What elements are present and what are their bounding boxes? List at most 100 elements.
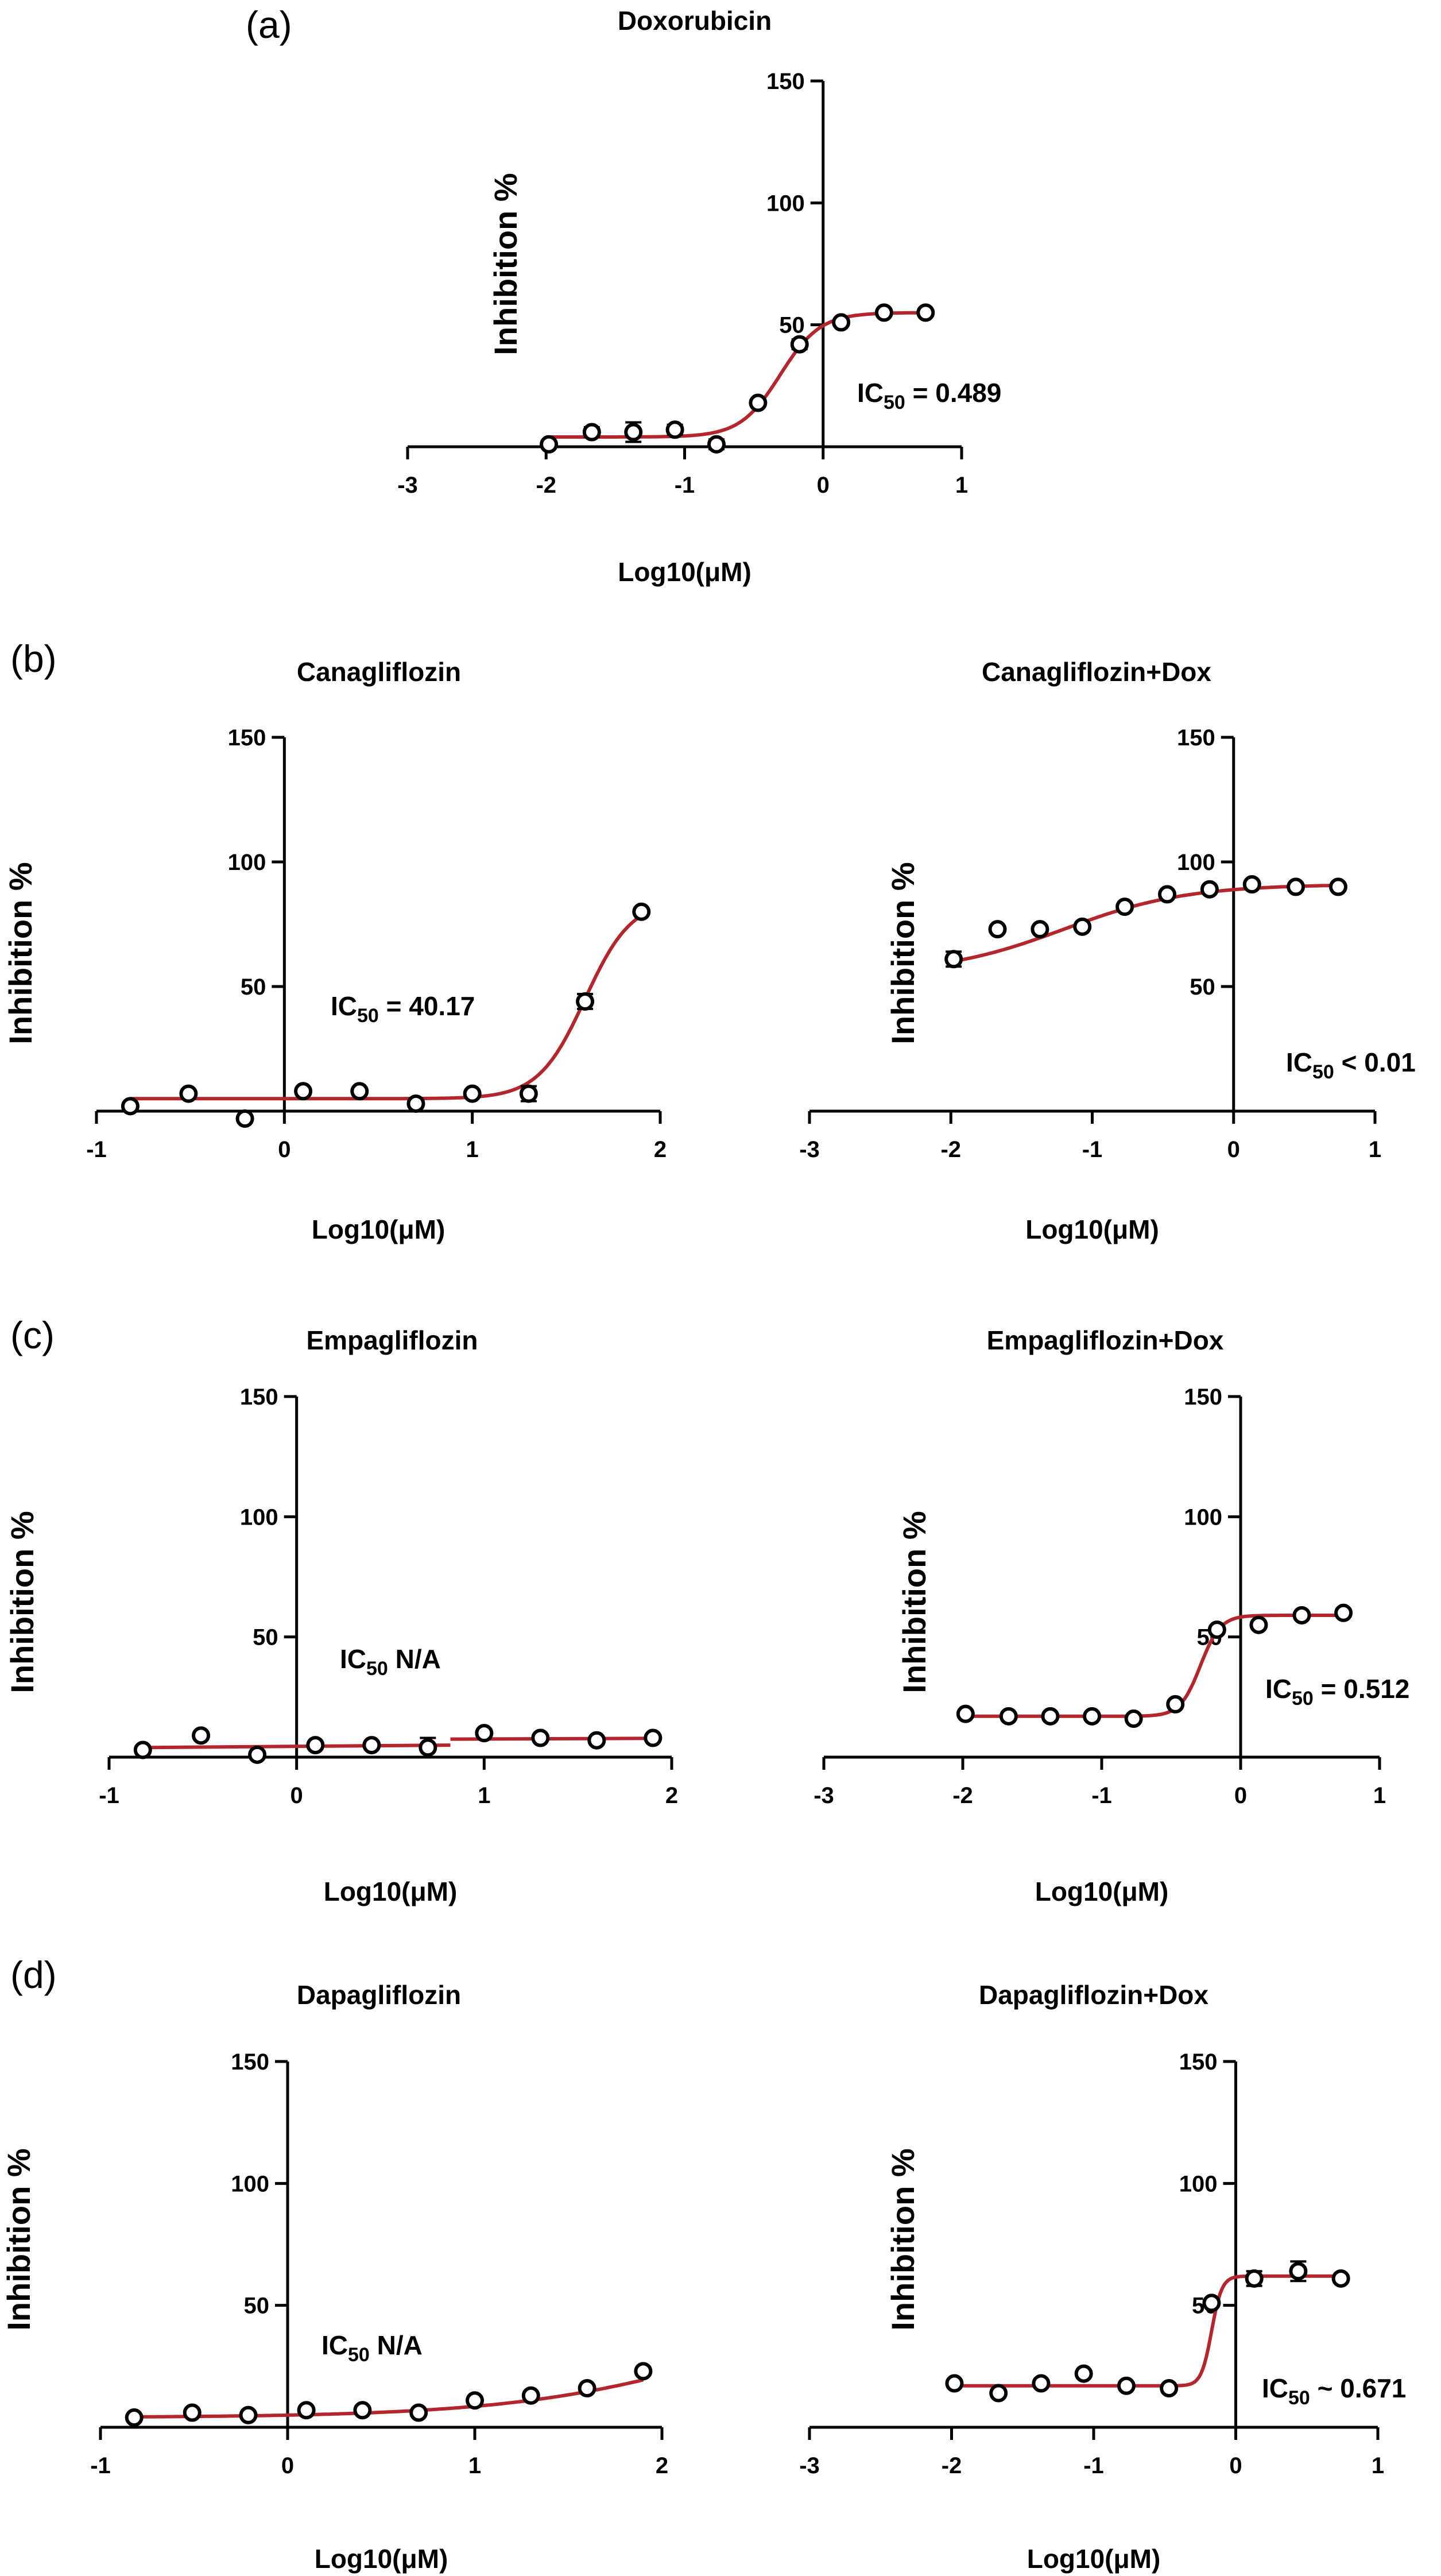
data-point bbox=[1117, 2376, 1136, 2395]
data-point bbox=[1160, 2379, 1179, 2398]
y-tick-label: 50 bbox=[244, 2293, 270, 2319]
y-tick-label: 50 bbox=[253, 1625, 278, 1650]
ic50-prefix: IC bbox=[340, 1644, 366, 1674]
data-point bbox=[406, 1094, 425, 1113]
data-point bbox=[519, 1084, 538, 1103]
ic50-subscript: 50 bbox=[366, 1658, 388, 1680]
chart-3: Canagliflozin+Dox-3 -2 -1 0 150100150Log10(μ… bbox=[799, 657, 1416, 1244]
fit-curve bbox=[142, 1743, 451, 1750]
data-point bbox=[183, 2403, 202, 2422]
x-tick-label: -3 bbox=[799, 1137, 820, 1162]
y-tick-label: 150 bbox=[1184, 1384, 1222, 1410]
x-axis-label: Log10(μM) bbox=[315, 2544, 448, 2574]
data-point bbox=[632, 902, 651, 921]
y-tick-label: 100 bbox=[1184, 1504, 1222, 1530]
data-point bbox=[294, 1082, 313, 1101]
x-tick-label: 1 bbox=[1373, 1783, 1386, 1808]
chart-title: Empagliflozin bbox=[307, 1325, 478, 1355]
y-axis-label: Inhibition % bbox=[885, 2148, 921, 2330]
data-point bbox=[1249, 1615, 1268, 1634]
data-point bbox=[576, 992, 595, 1011]
x-tick-label: 2 bbox=[665, 1783, 678, 1808]
chart-title: Canagliflozin+Dox bbox=[982, 657, 1211, 687]
chart-2: Canagliflozin -1 0 1 2 50 100 150 Log10(μM) Inhib… bbox=[2, 657, 667, 1244]
x-tick-label: 0 bbox=[817, 473, 830, 498]
x-tick-label: 0 bbox=[290, 1783, 303, 1808]
data-point bbox=[587, 1731, 606, 1750]
data-point bbox=[239, 2405, 258, 2424]
data-point bbox=[121, 1097, 140, 1116]
x-tick-label: 1 bbox=[1372, 2453, 1384, 2478]
ic50-label: IC50 = 40.17 bbox=[331, 991, 475, 1027]
data-point bbox=[790, 335, 809, 354]
y-tick-label: 50 bbox=[1190, 974, 1215, 1000]
x-tick-label: -1 bbox=[1082, 1137, 1103, 1162]
data-point bbox=[1207, 1620, 1226, 1639]
x-tick-label: 0 bbox=[1229, 2453, 1242, 2478]
data-point bbox=[306, 1736, 325, 1755]
fit-curve bbox=[546, 311, 926, 439]
x-tick-label: 2 bbox=[656, 2453, 668, 2478]
x-tick-label: -2 bbox=[942, 2453, 962, 2478]
x-tick-label: 2 bbox=[654, 1137, 667, 1162]
data-point bbox=[1074, 2364, 1093, 2383]
data-point bbox=[475, 1724, 494, 1743]
data-point bbox=[874, 303, 893, 322]
data-point bbox=[944, 950, 963, 969]
fit-curve bbox=[951, 2274, 1341, 2388]
y-tick-label: 50 bbox=[241, 974, 266, 1000]
data-point bbox=[1166, 1695, 1185, 1714]
data-point bbox=[248, 1745, 267, 1764]
ic50-value: N/A bbox=[388, 1644, 441, 1674]
data-point bbox=[466, 2391, 484, 2410]
ic50-label: IC50 ~ 0.671 bbox=[1262, 2373, 1406, 2409]
ic50-subscript: 50 bbox=[348, 2344, 370, 2366]
panel-label-a: (a) bbox=[246, 3, 292, 46]
data-point bbox=[582, 423, 601, 442]
x-tick-label: -2 bbox=[536, 473, 556, 498]
x-tick-label: -1 bbox=[1083, 2453, 1104, 2478]
x-axis-label: Log10(μM) bbox=[1025, 1214, 1159, 1244]
y-tick-label: 150 bbox=[228, 725, 266, 751]
ic50-value: = 0.512 bbox=[1314, 1674, 1410, 1704]
ic50-label: IC50 < 0.01 bbox=[1286, 1047, 1416, 1083]
ic50-value: = 0.489 bbox=[905, 378, 1002, 408]
ic50-label: IC50 = 0.489 bbox=[857, 378, 1001, 413]
x-axis-label: Log10(μM) bbox=[312, 1214, 446, 1244]
x-axis-label: Log10(μM) bbox=[618, 557, 752, 587]
x-axis-label: Log10(μM) bbox=[1027, 2544, 1161, 2574]
y-tick-label: 100 bbox=[231, 2171, 269, 2196]
ic50-label: IC50 = 0.512 bbox=[1265, 1674, 1409, 1709]
data-point bbox=[916, 303, 935, 322]
data-point bbox=[1334, 1603, 1353, 1622]
x-tick-label: -3 bbox=[397, 473, 418, 498]
panel-label-b: (b) bbox=[10, 637, 57, 680]
data-point bbox=[988, 920, 1007, 939]
data-point bbox=[1287, 877, 1306, 896]
ic50-label: IC50 N/A bbox=[321, 2330, 423, 2366]
y-tick-label: 150 bbox=[1177, 725, 1215, 751]
data-point bbox=[749, 393, 768, 412]
x-tick-label: 1 bbox=[466, 1137, 479, 1162]
y-tick-label: 100 bbox=[228, 850, 266, 875]
x-axis-label: Log10(μM) bbox=[1035, 1877, 1169, 1906]
y-axis-label: Inhibition % bbox=[885, 862, 921, 1044]
fit-curve bbox=[130, 914, 642, 1101]
data-point bbox=[521, 2386, 540, 2405]
data-point bbox=[1158, 885, 1177, 904]
x-tick-label: -2 bbox=[940, 1137, 961, 1162]
data-point bbox=[235, 1109, 254, 1128]
ic50-subscript: 50 bbox=[1288, 2387, 1310, 2409]
ic50-value: = 40.17 bbox=[379, 991, 475, 1021]
y-axis-label: Inhibition % bbox=[2, 862, 38, 1044]
ic50-prefix: IC bbox=[857, 378, 884, 408]
x-tick-label: -1 bbox=[675, 473, 695, 498]
ic50-prefix: IC bbox=[321, 2330, 348, 2360]
y-tick-label: 100 bbox=[1177, 850, 1215, 875]
x-tick-label: -3 bbox=[799, 2453, 820, 2478]
chart-7: Dapagliflozin+Dox-3-2-10150100150Log10(μ… bbox=[799, 1980, 1406, 2574]
ic50-value: N/A bbox=[370, 2330, 423, 2360]
ic50-subscript: 50 bbox=[884, 392, 905, 413]
ic50-prefix: IC bbox=[331, 991, 357, 1021]
y-axis-label: Inhibition % bbox=[896, 1511, 932, 1693]
